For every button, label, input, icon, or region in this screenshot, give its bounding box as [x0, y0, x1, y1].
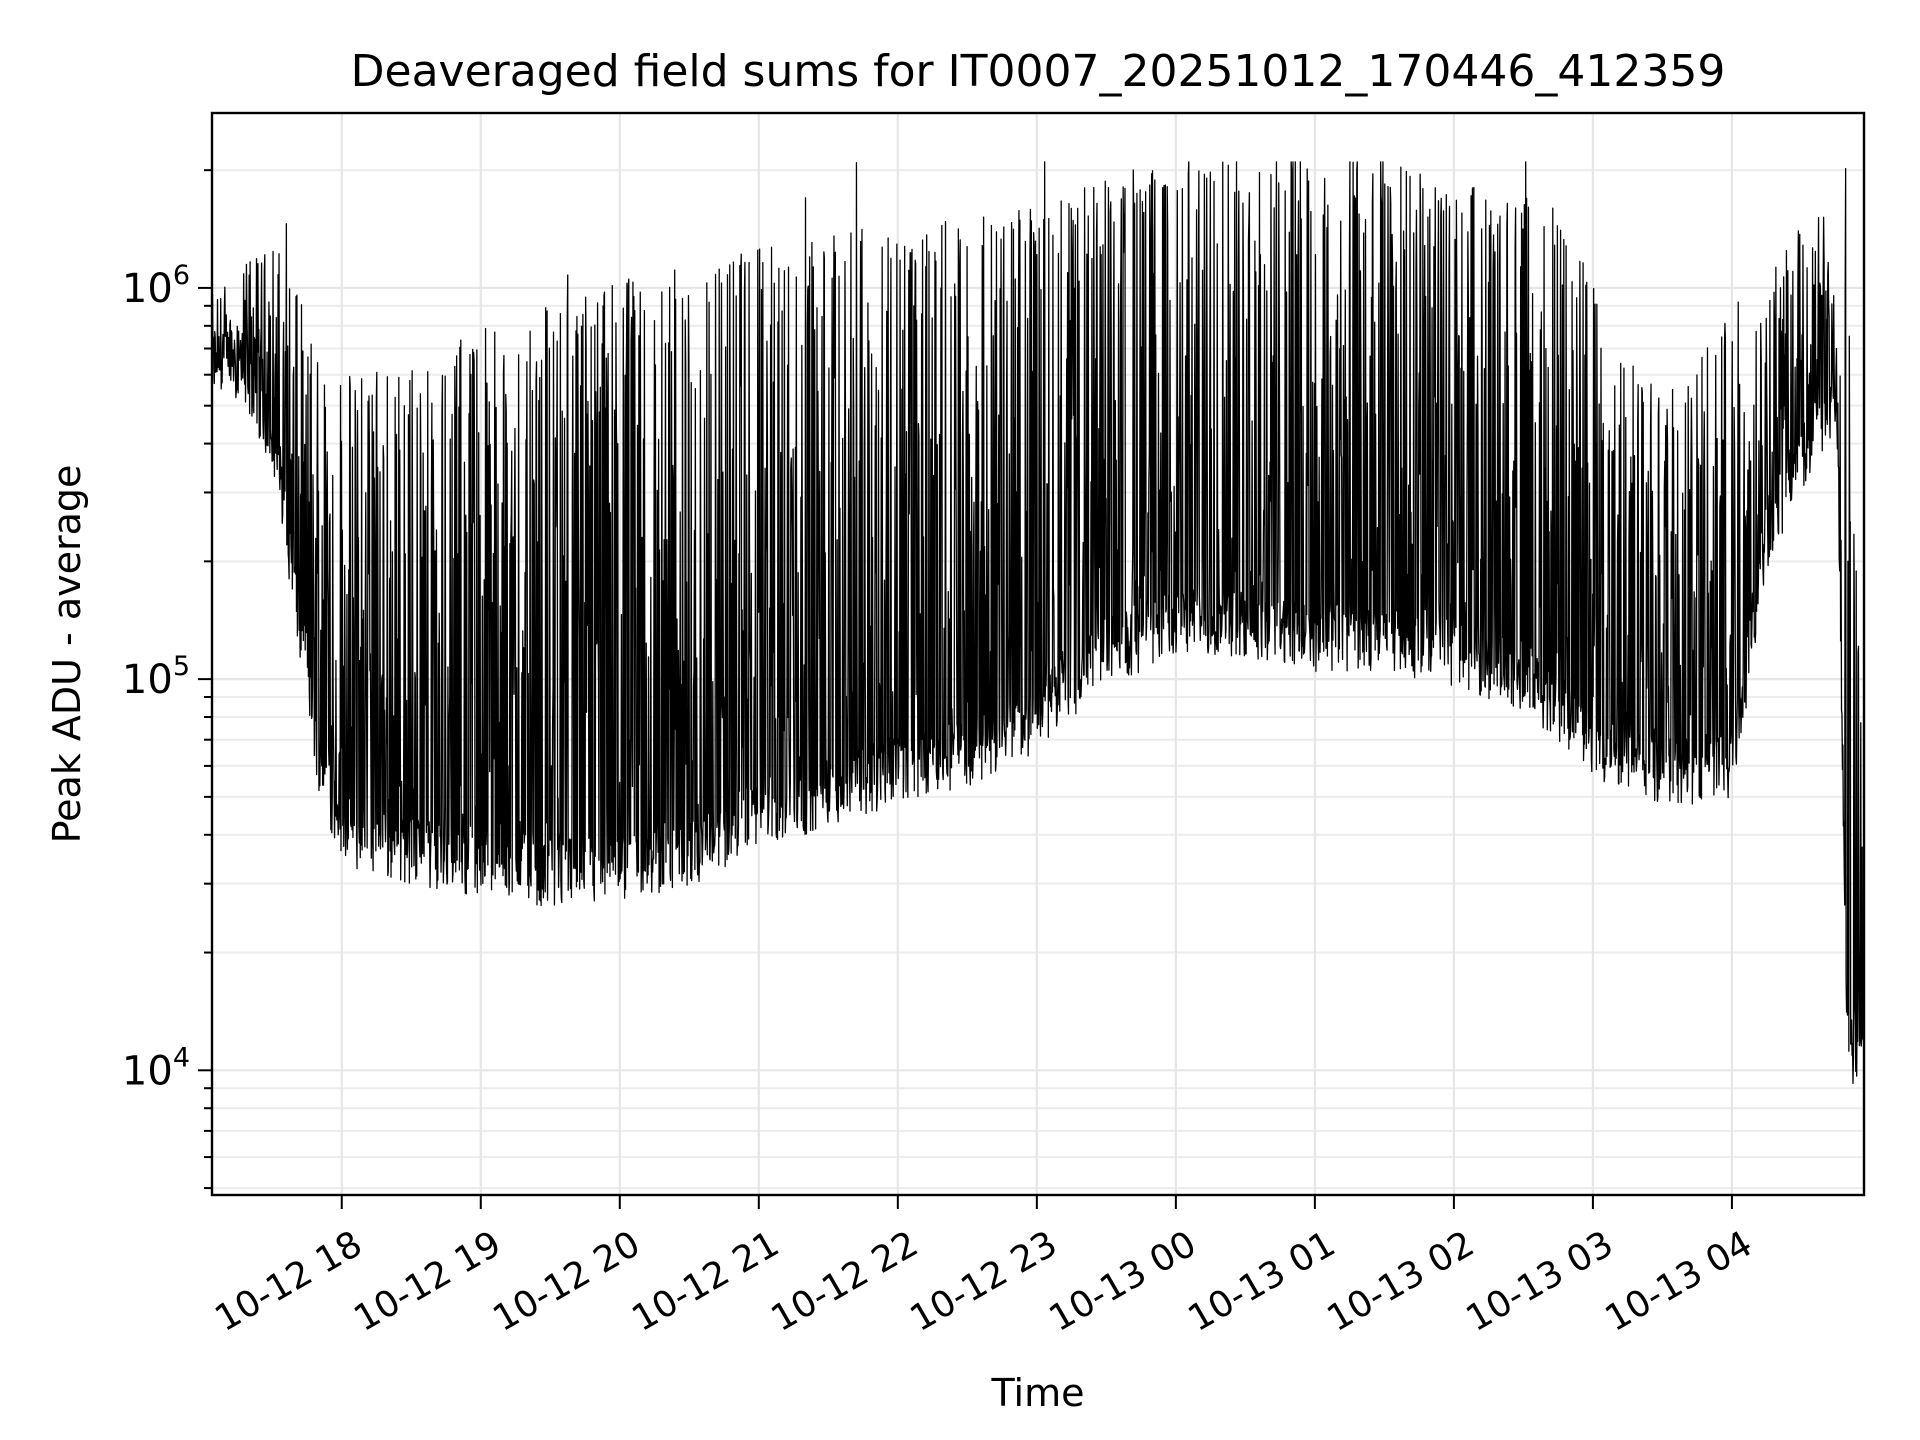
x-axis-label: Time	[991, 1371, 1085, 1415]
y-tick-label-base: 10	[122, 1048, 173, 1094]
data-series-line	[211, 161, 1865, 1084]
y-tick-label-base: 10	[122, 657, 173, 703]
y-tick-label: 104	[122, 1042, 190, 1094]
series-layer	[211, 161, 1865, 1084]
y-tick-label-base: 10	[122, 266, 173, 312]
y-tick-label-exponent: 5	[173, 651, 190, 682]
y-tick-label-exponent: 4	[173, 1042, 190, 1073]
chart-title: Deaveraged field sums for IT0007_2025101…	[351, 46, 1726, 97]
y-axis-label: Peak ADU - average	[45, 465, 89, 844]
y-tick-label: 105	[122, 651, 190, 703]
y-tick-label: 106	[122, 260, 190, 312]
y-tick-label-exponent: 6	[173, 260, 190, 291]
plot-frame	[210, 111, 1866, 1197]
